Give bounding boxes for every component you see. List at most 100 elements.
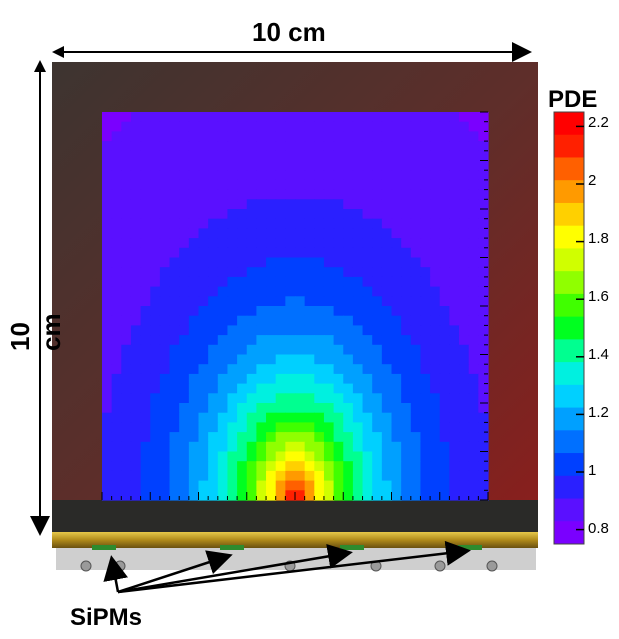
heatmap-cell	[449, 354, 460, 365]
heatmap-cell	[401, 218, 412, 229]
heatmap-cell	[314, 160, 325, 171]
heatmap-cell	[381, 373, 393, 385]
heatmap-cell	[246, 393, 257, 404]
heatmap-cell	[111, 209, 122, 220]
heatmap-cell	[381, 306, 393, 317]
heatmap-cell	[410, 344, 422, 356]
heatmap-cell	[208, 238, 219, 249]
heatmap-cell	[256, 150, 267, 162]
heatmap-cell	[430, 189, 441, 200]
heatmap-cell	[111, 247, 122, 259]
colorbar-segment	[554, 362, 584, 386]
heatmap-cell	[256, 189, 267, 200]
heatmap-cell	[459, 335, 470, 346]
height-arrow-top-head	[34, 60, 46, 72]
heatmap-cell	[381, 422, 393, 433]
heatmap-cell	[391, 179, 402, 191]
heatmap-cell	[352, 286, 364, 297]
heatmap-cell	[198, 306, 209, 317]
heatmap-cell	[159, 432, 171, 443]
colorbar-segment	[554, 202, 584, 227]
colorbar-segment	[554, 225, 584, 249]
heatmap-cell	[401, 179, 412, 191]
heatmap-cell	[159, 480, 171, 491]
heatmap-cell	[420, 257, 431, 268]
heatmap-cell	[459, 296, 470, 307]
heatmap-cell	[449, 432, 460, 443]
heatmap-cell	[430, 344, 441, 356]
heatmap-cell	[372, 403, 383, 414]
heatmap-cell	[459, 490, 470, 501]
colorbar-segment	[554, 339, 584, 363]
heatmap-cell	[372, 218, 383, 229]
heatmap-cell	[102, 432, 113, 443]
heatmap-cell	[208, 257, 219, 268]
heatmap-cell	[449, 451, 460, 462]
heatmap-cell	[111, 451, 122, 462]
heatmap-cell	[179, 141, 190, 152]
heatmap-cell	[304, 354, 315, 365]
heatmap-cell	[102, 228, 113, 239]
heatmap-cell	[188, 267, 200, 278]
heatmap-cell	[439, 315, 450, 326]
heatmap-cell	[140, 199, 151, 210]
heatmap-cell	[159, 170, 171, 181]
heatmap-cell	[179, 373, 190, 385]
heatmap-cell	[333, 228, 344, 239]
screw	[80, 560, 92, 572]
tile-dark-band	[52, 500, 538, 534]
heatmap-cell	[121, 451, 132, 462]
heatmap-cell	[323, 170, 335, 181]
heatmap-cell	[381, 461, 393, 472]
heatmap-cell	[381, 344, 393, 356]
heatmap-cell	[256, 296, 267, 307]
heatmap-cell	[401, 276, 412, 288]
heatmap-cell	[208, 306, 219, 317]
heatmap-cell	[208, 315, 219, 326]
heatmap-cell	[420, 344, 431, 356]
heatmap-cell	[121, 344, 132, 356]
heatmap-cell	[179, 218, 190, 229]
heatmap-cell	[237, 160, 248, 171]
heatmap-cell	[449, 121, 460, 132]
heatmap-cell	[140, 344, 151, 356]
heatmap-cell	[150, 131, 161, 142]
heatmap-cell	[198, 470, 209, 482]
heatmap-cell	[237, 228, 248, 239]
heatmap-cell	[314, 344, 325, 356]
heatmap-cell	[266, 131, 277, 142]
heatmap-cell	[102, 490, 113, 501]
heatmap-cell	[295, 403, 306, 414]
heatmap-cell	[439, 121, 450, 132]
heatmap-cell	[159, 306, 171, 317]
heatmap-cell	[381, 480, 393, 491]
heatmap-cell	[304, 179, 315, 191]
colorbar-segment	[554, 134, 584, 158]
heatmap-cell	[256, 470, 267, 482]
heatmap-cell	[227, 199, 238, 210]
heatmap-cell	[314, 335, 325, 346]
heatmap-cell	[401, 199, 412, 210]
heatmap-cell	[217, 412, 229, 423]
heatmap-cell	[188, 189, 200, 200]
heatmap-cell	[372, 112, 383, 123]
heatmap-cell	[343, 480, 354, 491]
heatmap-cell	[304, 412, 315, 423]
sipm-pointer-arrow	[117, 540, 471, 594]
heatmap-cell	[478, 451, 489, 462]
heatmap-cell	[449, 335, 460, 346]
heatmap-cell	[391, 286, 402, 297]
heatmap-cell	[478, 335, 489, 346]
heatmap-cell	[121, 296, 132, 307]
heatmap-cell	[449, 461, 460, 472]
heatmap-cell	[352, 383, 364, 394]
sipm-pointer-arrow	[117, 550, 233, 594]
heatmap-cell	[111, 112, 122, 123]
heatmap-cell	[227, 131, 238, 142]
heatmap-cell	[333, 189, 344, 200]
heatmap-cell	[314, 480, 325, 491]
heatmap-cell	[430, 432, 441, 443]
heatmap-cell	[266, 257, 277, 268]
heatmap-cell	[246, 112, 257, 123]
heatmap-cell	[478, 121, 489, 132]
